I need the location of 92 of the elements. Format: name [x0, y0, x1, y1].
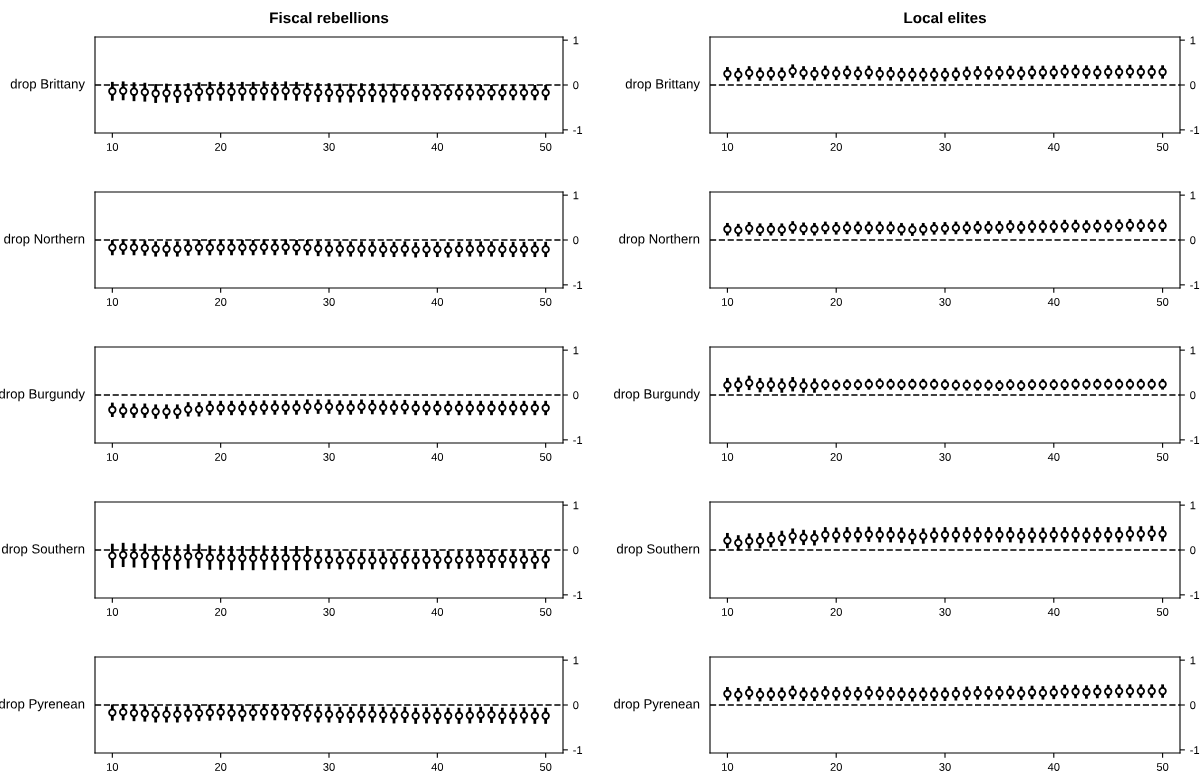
- y-tick-label: 0: [1190, 81, 1196, 90]
- y-tick-label: -1: [1190, 591, 1200, 599]
- x-tick-label: 50: [539, 608, 552, 616]
- y-tick-label: 1: [1190, 656, 1196, 665]
- y-tick-label: 1: [573, 656, 579, 665]
- x-tick-label: 40: [1047, 453, 1060, 461]
- x-tick-label: 20: [830, 453, 842, 461]
- x-tick-label: 10: [107, 608, 119, 616]
- x-tick-label: 20: [215, 608, 227, 616]
- y-tick-label: -1: [573, 126, 583, 134]
- x-tick-label: 40: [431, 453, 444, 461]
- y-tick-label: -1: [573, 746, 583, 754]
- y-tick-label: 1: [1190, 501, 1196, 510]
- x-tick-label: 50: [539, 298, 552, 306]
- y-tick-label: 1: [573, 501, 579, 510]
- y-tick-label: 1: [573, 191, 579, 200]
- x-tick-label: 50: [1156, 453, 1169, 461]
- x-tick-label: 40: [431, 763, 444, 771]
- x-tick-label: 50: [1156, 608, 1169, 616]
- x-tick-label: 40: [1047, 608, 1060, 616]
- y-tick-label: 1: [573, 36, 579, 45]
- y-tick-label: -1: [1190, 281, 1200, 289]
- x-tick-label: 30: [939, 453, 951, 461]
- y-axis-title: drop Southern: [616, 543, 700, 557]
- x-tick-label: 40: [431, 608, 444, 616]
- y-tick-label: -1: [573, 591, 583, 599]
- x-tick-label: 10: [107, 143, 119, 151]
- x-tick-label: 10: [722, 608, 734, 616]
- x-tick-label: 50: [1156, 143, 1169, 151]
- x-tick-label: 20: [215, 143, 227, 151]
- x-tick-label: 10: [722, 298, 734, 306]
- x-tick-label: 50: [539, 453, 552, 461]
- x-tick-label: 30: [939, 143, 951, 151]
- x-tick-label: 20: [830, 143, 842, 151]
- x-tick-label: 30: [323, 143, 335, 151]
- x-tick-label: 30: [323, 763, 335, 771]
- x-tick-label: 20: [215, 453, 227, 461]
- y-tick-label: 0: [573, 701, 579, 710]
- y-axis-title: drop Brittany: [10, 78, 85, 92]
- x-tick-label: 10: [722, 453, 734, 461]
- x-tick-label: 20: [830, 763, 842, 771]
- x-tick-label: 40: [1047, 143, 1060, 151]
- x-tick-label: 20: [215, 298, 227, 306]
- y-axis-title: drop Northern: [4, 233, 85, 247]
- y-axis-title: drop Southern: [1, 543, 85, 557]
- y-tick-label: 0: [1190, 391, 1196, 400]
- x-tick-label: 20: [830, 608, 842, 616]
- x-tick-label: 20: [830, 298, 842, 306]
- x-tick-label: 50: [1156, 763, 1169, 771]
- x-tick-label: 30: [939, 763, 951, 771]
- x-tick-label: 30: [939, 608, 951, 616]
- x-tick-label: 50: [539, 143, 552, 151]
- x-tick-label: 40: [431, 298, 444, 306]
- chart-title: Fiscal rebellions: [270, 12, 389, 24]
- x-tick-label: 10: [722, 143, 734, 151]
- x-tick-label: 10: [107, 763, 119, 771]
- x-tick-label: 10: [107, 298, 119, 306]
- x-tick-label: 40: [1047, 763, 1060, 771]
- y-tick-label: 0: [1190, 701, 1196, 710]
- y-tick-label: -1: [1190, 746, 1200, 754]
- y-tick-label: 1: [573, 346, 579, 355]
- y-axis-title: drop Brittany: [625, 78, 700, 92]
- y-tick-label: 0: [1190, 236, 1196, 245]
- y-tick-label: -1: [1190, 436, 1200, 444]
- y-tick-label: 0: [573, 391, 579, 400]
- x-tick-label: 50: [1156, 298, 1169, 306]
- y-tick-label: 1: [1190, 36, 1196, 45]
- x-tick-label: 40: [431, 143, 444, 151]
- y-tick-label: -1: [573, 436, 583, 444]
- x-tick-label: 50: [539, 763, 552, 771]
- y-axis-title: drop Pyrenean: [614, 698, 700, 712]
- x-tick-label: 30: [323, 453, 335, 461]
- x-tick-label: 10: [107, 453, 119, 461]
- x-tick-label: 40: [1047, 298, 1060, 306]
- x-tick-label: 20: [215, 763, 227, 771]
- y-axis-title: drop Northern: [619, 233, 700, 247]
- y-tick-label: 1: [1190, 191, 1196, 200]
- chart-title: Local elites: [904, 12, 986, 24]
- y-axis-title: drop Pyrenean: [0, 698, 85, 712]
- x-tick-label: 30: [939, 298, 951, 306]
- y-tick-label: 0: [573, 81, 579, 90]
- x-tick-label: 30: [323, 608, 335, 616]
- y-tick-label: 1: [1190, 346, 1196, 355]
- y-tick-label: -1: [1190, 126, 1200, 134]
- y-axis-title: drop Burgundy: [0, 388, 85, 402]
- y-tick-label: -1: [573, 281, 583, 289]
- y-tick-label: 0: [573, 236, 579, 245]
- x-tick-label: 30: [323, 298, 335, 306]
- y-axis-title: drop Burgundy: [614, 388, 700, 402]
- x-tick-label: 10: [722, 763, 734, 771]
- y-tick-label: 0: [1190, 546, 1196, 555]
- y-tick-label: 0: [573, 546, 579, 555]
